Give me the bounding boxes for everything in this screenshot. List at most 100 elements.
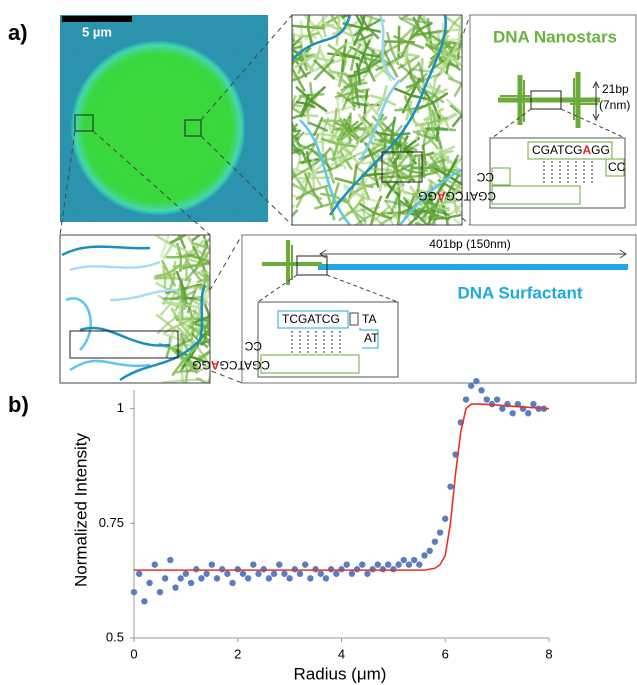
nanostar	[292, 143, 307, 157]
nanostar	[161, 301, 181, 305]
nanostar	[311, 63, 328, 73]
nanostar	[337, 73, 344, 88]
nanostar	[306, 26, 313, 45]
nanostar	[445, 98, 462, 113]
nanostar	[279, 190, 290, 195]
nanostar	[386, 31, 393, 50]
nanostar	[343, 145, 353, 156]
data-point	[369, 566, 376, 573]
nanostar	[180, 343, 193, 347]
nanostar	[205, 289, 210, 294]
nanostar	[345, 154, 357, 162]
chart: Radius (μm) Normalized Intensity 0.5 0.75…	[71, 377, 553, 683]
nanostar	[337, 115, 352, 131]
nanostar	[320, 137, 339, 146]
nanostar	[283, 1, 286, 11]
nanostar	[169, 343, 182, 350]
nanostar	[217, 338, 220, 355]
nanostar	[433, 94, 445, 104]
data-point	[218, 566, 226, 573]
nanostar	[434, 158, 446, 165]
x-tick-label: 8	[545, 646, 552, 661]
nanostar	[397, 61, 410, 70]
nanostar	[301, 149, 313, 166]
nanostar	[341, 130, 355, 140]
nanostar	[278, 36, 291, 48]
nanostar	[453, 15, 462, 24]
nanostar	[295, 100, 307, 105]
nanostar	[292, 94, 297, 106]
nanostar	[316, 44, 322, 59]
data-point	[130, 588, 138, 596]
nanostar	[382, 84, 388, 100]
nanostar	[214, 315, 229, 319]
nanostar	[206, 288, 210, 292]
data-point	[317, 570, 324, 577]
nanostar	[203, 363, 210, 370]
data-point	[338, 566, 345, 573]
nanostar	[349, 153, 360, 165]
nanostar	[444, 207, 459, 219]
nanostar	[173, 276, 191, 282]
nanostar	[179, 323, 194, 340]
data-point	[229, 579, 236, 587]
surfactant-title: DNA Surfactant	[458, 283, 583, 302]
nanostar	[397, 15, 416, 28]
nanostar	[408, 62, 420, 74]
data-point	[198, 575, 205, 582]
nanostar	[433, 213, 450, 221]
nanostar	[313, 68, 325, 81]
data-point	[151, 561, 158, 568]
nanostar	[460, 80, 462, 84]
nanostar	[438, 197, 451, 208]
nanostar	[311, 189, 324, 207]
data-point	[462, 396, 470, 403]
nanostar	[349, 56, 356, 71]
nanostar	[357, 37, 372, 44]
nanostar	[409, 185, 419, 198]
nanostar	[356, 94, 369, 98]
nanostar	[334, 91, 353, 99]
data-point	[177, 575, 184, 582]
data-point	[250, 561, 257, 568]
nanostar	[373, 195, 383, 214]
nanostar	[373, 130, 392, 137]
nanostar	[333, 182, 340, 197]
nanostar	[336, 15, 341, 30]
nanostar	[178, 282, 185, 297]
nanostar	[354, 84, 358, 97]
nanostar	[336, 50, 346, 61]
nanostar	[370, 15, 373, 19]
nanostar	[346, 119, 355, 133]
nanostar	[182, 345, 198, 362]
nanostar	[218, 254, 220, 264]
data-point	[260, 566, 267, 573]
nanostar	[216, 232, 229, 245]
nanostar	[292, 40, 293, 43]
nanostar	[269, 60, 289, 63]
nanostar	[317, 116, 324, 128]
nanostar	[360, 195, 381, 204]
nanostar	[368, 218, 378, 225]
nanostar	[366, 18, 383, 29]
nanostar	[427, 105, 433, 123]
data-point	[312, 566, 319, 573]
surfactant-panel: 401bp (150nm) DNA Surfactant TCGATCG TA …	[192, 234, 637, 384]
data-point	[483, 396, 490, 403]
nanostar	[406, 196, 419, 207]
data-point	[447, 483, 454, 490]
nanostar	[268, 135, 285, 144]
nanostar	[421, 83, 435, 90]
nanostar	[292, 103, 293, 106]
nanostar	[276, 144, 291, 154]
nanostar	[299, 99, 312, 118]
data-point	[436, 529, 444, 536]
nanostar	[279, 119, 290, 127]
nanostar	[216, 376, 218, 386]
nanostar	[353, 66, 369, 74]
data-point	[193, 566, 200, 573]
nanostar	[208, 261, 210, 265]
nanostar	[169, 295, 184, 301]
nanostar	[217, 334, 234, 338]
nanostar	[279, 202, 285, 212]
